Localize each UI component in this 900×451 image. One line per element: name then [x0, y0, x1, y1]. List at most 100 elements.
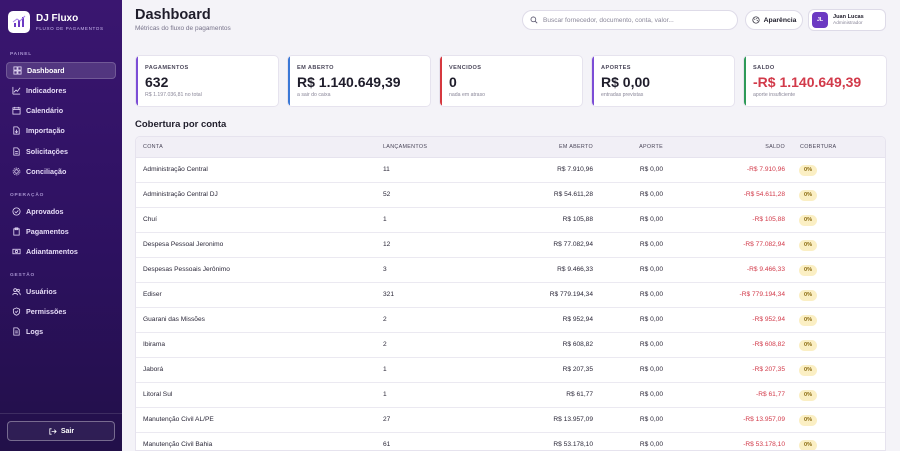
cell-lancamentos: 27	[383, 416, 391, 423]
table-row[interactable]: Despesas Pessoais Jerônimo 3 R$ 9.466,33 R$…	[136, 258, 885, 283]
cell-aporte: R$ 0,00	[639, 191, 663, 198]
cell-aporte: R$ 0,00	[639, 166, 663, 173]
cell-conta: Jaborá	[143, 366, 164, 373]
sidebar-item-solicitacoes[interactable]: Solicitações	[6, 143, 116, 160]
appearance-label: Aparência	[763, 16, 797, 24]
table-row[interactable]: Ediser 321 R$ 779.194,34 R$ 0,00 -R$ 779.194…	[136, 283, 885, 308]
cell-saldo: -R$ 779.194,34	[739, 291, 785, 298]
cell-aporte: R$ 0,00	[639, 341, 663, 348]
palette-icon	[752, 16, 760, 24]
sidebar-item-pagamentos[interactable]: Pagamentos	[6, 223, 116, 240]
stat-value: -R$ 1.140.649,39	[753, 74, 862, 90]
sidebar-item-conciliacao[interactable]: Conciliação	[6, 163, 116, 180]
cell-aporte: R$ 0,00	[639, 316, 663, 323]
brand-subtitle: FLUXO DE PAGAMENTOS	[36, 26, 104, 31]
sidebar-item-label: Aprovados	[26, 207, 64, 216]
header-saldo[interactable]: SALDO	[765, 144, 785, 150]
sidebar-item-indicadores[interactable]: Indicadores	[6, 82, 116, 99]
cell-lancamentos: 11	[383, 166, 390, 173]
table-row[interactable]: Jaborá 1 R$ 207,35 R$ 0,00 -R$ 207,35 0%	[136, 358, 885, 383]
cell-lancamentos: 321	[383, 291, 395, 298]
table-header: CONTA LANÇAMENTOS EM ABERTO APORTE SALDO…	[136, 137, 885, 158]
stat-card-vencidos: VENCIDOS 0 nada em atraso	[439, 55, 583, 107]
cell-em-aberto: R$ 61,77	[566, 391, 593, 398]
sidebar-item-permissoes[interactable]: Permissões	[6, 303, 116, 320]
table-row[interactable]: Guarani das Missões 2 R$ 952,94 R$ 0,00 -R$ …	[136, 308, 885, 333]
document-icon	[11, 147, 21, 157]
cell-saldo: -R$ 7.910,96	[746, 166, 785, 173]
table-row[interactable]: Manutenção Civil Bahia 61 R$ 53.178,10 R$ 0…	[136, 433, 885, 450]
sidebar-item-label: Permissões	[26, 307, 67, 316]
stat-value: 0	[449, 74, 457, 90]
user-name: Juan Lucas	[833, 14, 864, 20]
cell-lancamentos: 1	[383, 366, 387, 373]
sidebar-item-aprovados[interactable]: Aprovados	[6, 203, 116, 220]
cell-lancamentos: 3	[383, 266, 387, 273]
logout-button[interactable]: Sair	[7, 421, 115, 441]
shield-icon	[11, 307, 21, 317]
cell-lancamentos: 61	[383, 441, 391, 448]
cell-em-aberto: R$ 207,35	[562, 366, 593, 373]
sidebar-item-label: Pagamentos	[26, 227, 69, 236]
sidebar-divider	[0, 413, 122, 414]
user-role: Administrador	[833, 21, 863, 26]
cell-conta: Ediser	[143, 291, 162, 298]
user-menu[interactable]: JL Juan Lucas Administrador	[808, 9, 886, 31]
header-lancamentos[interactable]: LANÇAMENTOS	[383, 144, 428, 150]
header-em-aberto[interactable]: EM ABERTO	[559, 144, 593, 150]
sidebar-item-calendario[interactable]: Calendário	[6, 102, 116, 119]
table-row[interactable]: Manutenção Civil AL/PE 27 R$ 13.957,09 R$ 0…	[136, 408, 885, 433]
coverage-badge: 0%	[799, 315, 818, 326]
stat-card-em-aberto: EM ABERTO R$ 1.140.649,39 a sair do caixa	[287, 55, 431, 107]
sidebar-item-label: Adiantamentos	[26, 247, 78, 256]
coverage-badge: 0%	[799, 240, 818, 251]
sidebar-item-importacao[interactable]: Importação	[6, 122, 116, 139]
cell-saldo: -R$ 9.466,33	[746, 266, 785, 273]
stat-card-saldo: SALDO -R$ 1.140.649,39 aporte insuficiente	[743, 55, 887, 107]
coverage-badge: 0%	[799, 215, 818, 226]
cell-lancamentos: 1	[383, 216, 387, 223]
brand[interactable]: DJ Fluxo FLUXO DE PAGAMENTOS	[8, 11, 104, 33]
appearance-button[interactable]: Aparência	[745, 10, 803, 30]
table-title: Cobertura por conta	[135, 119, 227, 130]
table-row[interactable]: Chuí 1 R$ 105,88 R$ 0,00 -R$ 105,88 0%	[136, 208, 885, 233]
header-conta[interactable]: CONTA	[143, 144, 163, 150]
page-title: Dashboard	[135, 7, 211, 23]
cell-em-aberto: R$ 105,88	[562, 216, 593, 223]
cell-conta: Litoral Sul	[143, 391, 173, 398]
sidebar-item-logs[interactable]: Logs	[6, 323, 116, 340]
cell-conta: Guarani das Missões	[143, 316, 205, 323]
cell-lancamentos: 2	[383, 316, 387, 323]
table-row[interactable]: Administração Central DJ 52 R$ 54.611,28 R$…	[136, 183, 885, 208]
stat-note: R$ 1.197.036,81 no total	[145, 92, 202, 98]
logout-label: Sair	[60, 427, 75, 435]
header-cobertura[interactable]: COBERTURA	[800, 144, 837, 150]
sidebar-item-dashboard[interactable]: Dashboard	[6, 62, 116, 79]
coverage-badge: 0%	[799, 190, 818, 201]
cell-lancamentos: 2	[383, 341, 387, 348]
dashboard-icon	[12, 66, 22, 76]
header-aporte[interactable]: APORTE	[639, 144, 663, 150]
cell-lancamentos: 52	[383, 191, 391, 198]
search-input[interactable]	[543, 16, 733, 24]
page-subtitle: Métricas do fluxo de pagamentos	[135, 25, 231, 32]
sidebar-item-usuarios[interactable]: Usuários	[6, 283, 116, 300]
chart-icon	[11, 86, 21, 96]
cell-saldo: -R$ 608,82	[752, 341, 785, 348]
cash-icon	[11, 247, 21, 257]
cell-saldo: -R$ 61,77	[756, 391, 785, 398]
cell-saldo: -R$ 54.611,28	[743, 191, 785, 198]
brand-name: DJ Fluxo	[36, 13, 79, 24]
table-row[interactable]: Despesa Pessoal Jeronimo 12 R$ 77.082,94 R$…	[136, 233, 885, 258]
sidebar-item-adiantamentos[interactable]: Adiantamentos	[6, 243, 116, 260]
cell-conta: Ibirama	[143, 341, 165, 348]
table-row[interactable]: Administração Central 11 R$ 7.910,96 R$ 0,0…	[136, 158, 885, 183]
table-row[interactable]: Ibirama 2 R$ 608,82 R$ 0,00 -R$ 608,82 0%	[136, 333, 885, 358]
log-icon	[11, 327, 21, 337]
cell-lancamentos: 1	[383, 391, 387, 398]
search-bar[interactable]	[522, 10, 738, 30]
cell-em-aberto: R$ 952,94	[562, 316, 593, 323]
table-row[interactable]: Litoral Sul 1 R$ 61,77 R$ 0,00 -R$ 61,77 0%	[136, 383, 885, 408]
clipboard-icon	[11, 227, 21, 237]
stat-note: nada em atraso	[449, 92, 486, 98]
